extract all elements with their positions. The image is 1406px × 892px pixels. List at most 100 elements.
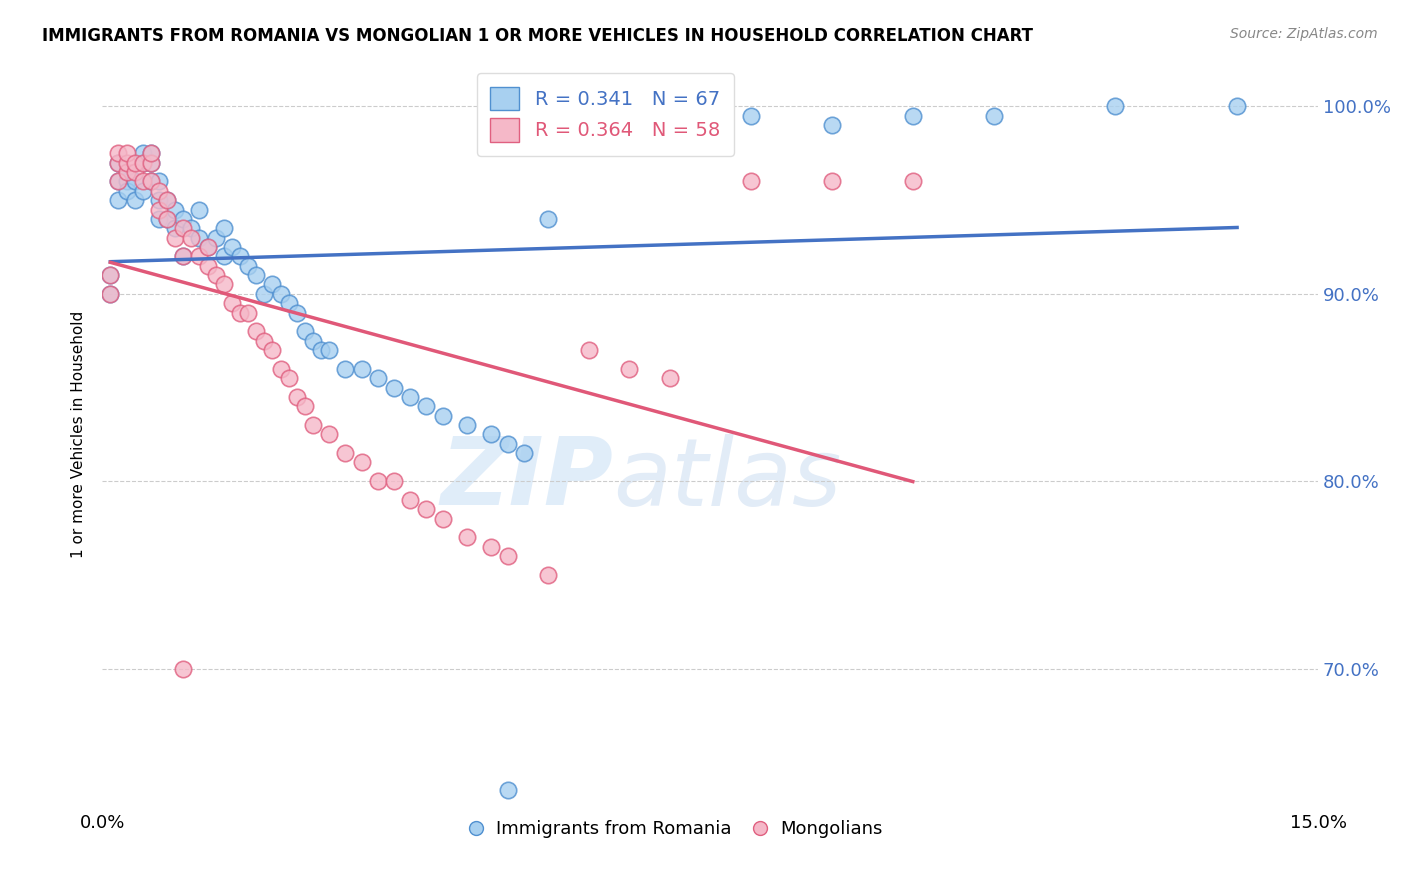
Point [901,174,924,188]
Point [172,249,194,263]
Point [432,511,454,525]
Point [1104,99,1126,113]
Point [148,202,170,217]
Point [270,361,292,376]
Point [285,305,308,319]
Point [229,249,252,263]
Point [172,211,194,226]
Point [115,165,138,179]
Point [335,446,357,460]
Point [294,324,316,338]
Point [456,531,478,545]
Point [165,221,187,235]
Point [901,109,924,123]
Point [302,334,325,348]
Point [115,146,138,161]
Point [253,286,276,301]
Point [165,202,187,217]
Point [156,211,179,226]
Point [115,155,138,169]
Point [432,409,454,423]
Point [148,184,170,198]
Point [658,371,681,385]
Point [197,240,219,254]
Point [139,146,162,161]
Point [180,230,202,244]
Point [350,361,373,376]
Point [456,417,478,432]
Point [139,174,162,188]
Point [236,305,259,319]
Point [132,146,155,161]
Point [236,259,259,273]
Point [415,502,437,516]
Point [139,146,162,161]
Point [107,193,129,207]
Point [285,390,308,404]
Point [98,286,121,301]
Point [983,109,1005,123]
Point [350,455,373,469]
Point [124,165,146,179]
Point [197,240,219,254]
Point [172,249,194,263]
Point [107,174,129,188]
Text: IMMIGRANTS FROM ROMANIA VS MONGOLIAN 1 OR MORE VEHICLES IN HOUSEHOLD CORRELATION: IMMIGRANTS FROM ROMANIA VS MONGOLIAN 1 O… [42,27,1033,45]
Point [212,249,235,263]
Point [399,492,422,507]
Point [172,662,194,676]
Point [229,305,252,319]
Point [204,268,226,282]
Point [188,230,211,244]
Point [124,193,146,207]
Point [98,268,121,282]
Point [496,783,519,797]
Point [294,399,316,413]
Point [245,268,267,282]
Point [399,390,422,404]
Point [188,249,211,263]
Point [221,296,243,310]
Point [115,165,138,179]
Point [367,474,389,488]
Text: atlas: atlas [613,434,841,524]
Point [309,343,332,357]
Text: ZIP: ZIP [440,434,613,525]
Point [156,193,179,207]
Point [537,568,560,582]
Point [148,211,170,226]
Point [98,286,121,301]
Point [479,540,502,554]
Point [107,155,129,169]
Point [156,193,179,207]
Point [124,155,146,169]
Point [188,202,211,217]
Point [578,118,600,132]
Point [132,155,155,169]
Point [132,155,155,169]
Y-axis label: 1 or more Vehicles in Household: 1 or more Vehicles in Household [72,310,86,558]
Point [1226,99,1249,113]
Point [277,296,299,310]
Point [139,155,162,169]
Point [115,174,138,188]
Point [132,174,155,188]
Point [221,240,243,254]
Point [821,174,844,188]
Point [197,259,219,273]
Point [148,174,170,188]
Point [245,324,267,338]
Text: Source: ZipAtlas.com: Source: ZipAtlas.com [1230,27,1378,41]
Point [740,109,762,123]
Point [578,343,600,357]
Point [335,361,357,376]
Point [270,286,292,301]
Point [212,221,235,235]
Point [139,155,162,169]
Point [262,277,284,292]
Point [107,174,129,188]
Point [821,118,844,132]
Point [496,549,519,564]
Point [617,361,640,376]
Point [107,155,129,169]
